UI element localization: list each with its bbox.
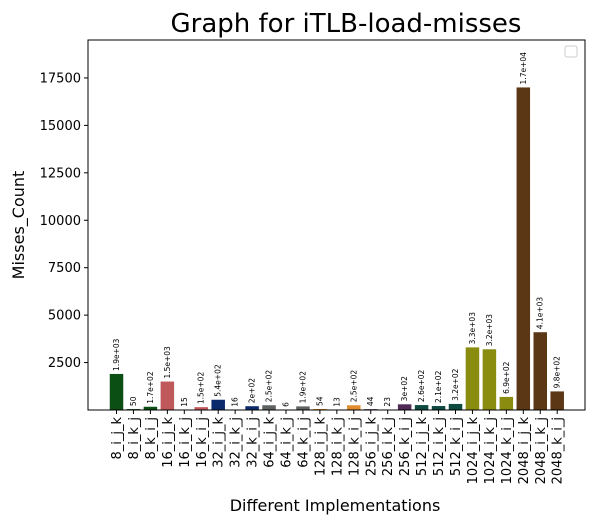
- y-tick-label: 7500: [48, 261, 81, 276]
- data-label-32_i_k_j: 16: [231, 397, 240, 407]
- x-tick-label: 256_i_k_j: [381, 417, 396, 476]
- bar-512_i_j_k: [414, 405, 429, 410]
- data-label-8_k_i_j: 1.7e+02: [146, 371, 155, 404]
- data-label-2048_i_k_j: 4.1e+03: [536, 297, 545, 330]
- bar-2048_i_k_j: [533, 332, 547, 410]
- x-tick-label: 32_k_i_j: [246, 417, 261, 468]
- bar-1024_i_j_k: [465, 347, 480, 410]
- x-tick-label: 2048_i_k_j: [534, 417, 549, 484]
- x-axis: 8_i_j_k 8_i_k_j 8_k_i_j 16_i_j_k 16_i_k_j 16_…: [110, 410, 566, 484]
- y-tick-label: 10000: [40, 214, 81, 229]
- x-tick-label: 16_i_j_k: [161, 417, 176, 468]
- x-tick-label: 512_i_k_j: [432, 417, 447, 476]
- data-label-512_i_k_j: 2.1e+02: [434, 370, 443, 403]
- data-label-256_i_j_k: 44: [366, 396, 375, 406]
- x-tick-label: 64_i_k_j: [280, 417, 295, 468]
- x-tick-label: 16_i_k_j: [178, 417, 193, 468]
- data-label-2048_k_i_j: 9.8e+02: [553, 356, 562, 389]
- x-tick-label: 8_i_k_j: [127, 417, 142, 460]
- x-tick-label: 1024_i_j_k: [466, 417, 481, 485]
- bar-8_k_i_j: [143, 406, 158, 410]
- x-tick-label: 128_i_k_j: [330, 417, 345, 476]
- bars-group: [109, 87, 564, 410]
- data-label-64_i_k_j: 6: [282, 402, 291, 407]
- data-label-16_k_i_j: 1.5e+02: [197, 372, 206, 405]
- data-label-1024_i_k_j: 3.2e+03: [485, 314, 494, 347]
- bar-128_i_j_k: [313, 408, 327, 410]
- data-label-8_i_j_k: 1.9e+03: [112, 338, 121, 371]
- bar-16_i_j_k: [160, 381, 175, 410]
- data-label-64_i_j_k: 2.5e+02: [265, 370, 274, 403]
- data-label-128_i_k_j: 13: [332, 397, 341, 407]
- x-tick-label: 512_i_j_k: [415, 417, 430, 477]
- x-tick-label: 2048_k_i_j: [551, 417, 566, 484]
- plot-frame: [87, 39, 586, 411]
- data-label-1024_k_i_j: 6.9e+02: [502, 361, 511, 394]
- y-tick-label: 2500: [48, 356, 81, 371]
- data-label-16_i_j_k: 1.5e+03: [163, 346, 172, 379]
- data-label-512_k_i_j: 3.2e+02: [451, 368, 460, 401]
- bar-16_k_i_j: [194, 407, 208, 410]
- bar-128_k_i_j: [347, 405, 361, 410]
- x-tick-label: 16_k_i_j: [195, 417, 210, 468]
- y-tick-label: 15000: [40, 119, 81, 134]
- x-tick-label: 1024_k_i_j: [500, 417, 515, 484]
- data-label-256_i_k_j: 23: [383, 397, 392, 407]
- bar-32_i_j_k: [211, 399, 225, 410]
- x-tick-label: 128_i_j_k: [313, 417, 328, 477]
- x-tick-label: 256_i_j_k: [364, 417, 379, 477]
- x-tick-label: 2048_i_j_k: [517, 417, 532, 485]
- x-tick-label: 32_i_k_j: [229, 417, 244, 468]
- bar-2048_k_i_j: [550, 391, 564, 410]
- bar-512_i_k_j: [431, 406, 446, 410]
- data-label-1024_i_j_k: 3.3e+03: [468, 312, 477, 345]
- x-tick-label: 256_k_i_j: [398, 417, 413, 476]
- data-labels-group: 1.9e+03 50 1.7e+02 1.5e+03 15 1.5e+02 5.4e+02 1…: [112, 52, 562, 407]
- bar-256_k_i_j: [397, 404, 412, 410]
- chart-title: Graph for iTLB-load-misses: [171, 9, 522, 39]
- bar-512_k_i_j: [448, 403, 463, 410]
- data-label-64_k_i_j: 1.9e+02: [298, 371, 307, 404]
- bar-32_k_i_j: [245, 406, 259, 410]
- x-tick-label: 64_k_i_j: [296, 417, 311, 468]
- data-label-2048_i_j_k: 1.7e+04: [519, 52, 528, 85]
- y-tick-label: 17500: [40, 71, 81, 86]
- x-tick-label: 32_i_j_k: [212, 417, 227, 468]
- bar-2048_i_j_k: [516, 87, 531, 410]
- legend-box: [564, 45, 578, 58]
- y-axis: 2500 5000 7500 10000 12500 15000 17500: [40, 71, 88, 371]
- data-label-8_i_k_j: 50: [129, 396, 138, 406]
- data-label-32_i_j_k: 5.4e+02: [214, 364, 223, 397]
- x-tick-label: 1024_i_k_j: [483, 417, 498, 484]
- x-tick-label: 64_i_j_k: [263, 417, 278, 468]
- data-label-256_k_i_j: 3e+02: [400, 376, 409, 401]
- data-label-128_k_i_j: 2.5e+02: [349, 370, 358, 403]
- data-label-128_i_j_k: 54: [315, 396, 324, 406]
- bar-1024_k_i_j: [499, 396, 514, 410]
- data-label-16_i_k_j: 15: [180, 397, 189, 407]
- data-label-32_k_i_j: 2e+02: [248, 378, 257, 403]
- data-label-512_i_j_k: 2.6e+02: [417, 369, 426, 402]
- x-axis-label: Different Implementations: [230, 496, 441, 515]
- bar-1024_i_k_j: [482, 349, 497, 410]
- bar-64_i_j_k: [262, 405, 276, 410]
- x-tick-label: 512_k_i_j: [449, 417, 464, 476]
- y-axis-label: Misses_Count: [9, 171, 29, 280]
- bar-64_k_i_j: [296, 406, 310, 410]
- x-tick-label: 8_k_i_j: [144, 417, 159, 460]
- x-tick-label: 128_k_i_j: [347, 417, 362, 476]
- y-tick-label: 12500: [40, 166, 81, 181]
- x-tick-label: 8_i_j_k: [110, 417, 125, 460]
- y-tick-label: 5000: [48, 309, 81, 324]
- bar-8_i_j_k: [109, 373, 124, 410]
